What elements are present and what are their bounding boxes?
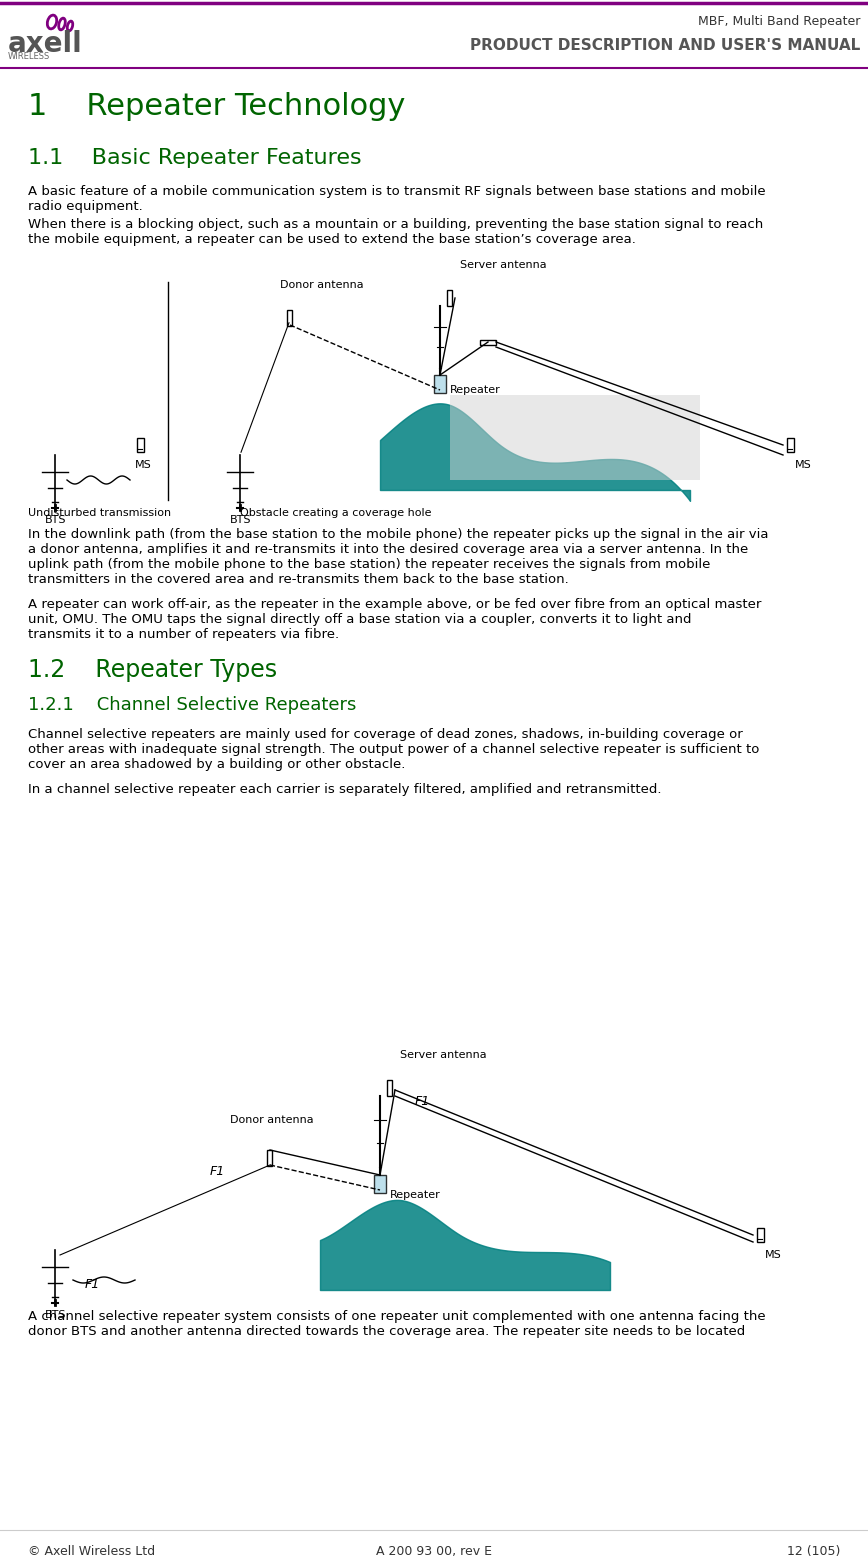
Polygon shape	[450, 395, 700, 479]
Text: When there is a blocking object, such as a mountain or a building, preventing th: When there is a blocking object, such as…	[28, 219, 763, 247]
Text: A basic feature of a mobile communication system is to transmit RF signals betwe: A basic feature of a mobile communicatio…	[28, 186, 766, 212]
Text: F1: F1	[210, 1165, 226, 1179]
Text: 1.2    Repeater Types: 1.2 Repeater Types	[28, 659, 277, 682]
Text: BTS: BTS	[230, 515, 252, 524]
Text: 1    Repeater Technology: 1 Repeater Technology	[28, 92, 405, 122]
Text: 1.2.1    Channel Selective Repeaters: 1.2.1 Channel Selective Repeaters	[28, 696, 357, 713]
Text: Undisturbed transmission: Undisturbed transmission	[28, 507, 171, 518]
Text: Repeater: Repeater	[390, 1189, 441, 1200]
Bar	[374, 1175, 386, 1193]
Text: MS: MS	[765, 1250, 782, 1260]
Bar	[387, 1080, 392, 1096]
Bar	[136, 439, 143, 453]
Bar	[267, 1150, 272, 1166]
Text: In the downlink path (from the base station to the mobile phone) the repeater pi: In the downlink path (from the base stat…	[28, 528, 768, 585]
Text: PRODUCT DESCRIPTION AND USER'S MANUAL: PRODUCT DESCRIPTION AND USER'S MANUAL	[470, 37, 860, 53]
Text: In a channel selective repeater each carrier is separately filtered, amplified a: In a channel selective repeater each car…	[28, 784, 661, 796]
Text: © Axell Wireless Ltd: © Axell Wireless Ltd	[28, 1545, 155, 1558]
Text: BTS: BTS	[45, 1310, 67, 1321]
Text: 12 (105): 12 (105)	[786, 1545, 840, 1558]
Text: Server antenna: Server antenna	[460, 261, 547, 270]
Text: Obstacle creating a coverage hole: Obstacle creating a coverage hole	[240, 507, 431, 518]
Text: F1: F1	[415, 1094, 431, 1108]
Text: WIRELESS: WIRELESS	[8, 52, 50, 61]
Text: Donor antenna: Donor antenna	[280, 279, 364, 290]
Text: F1: F1	[85, 1278, 100, 1291]
Text: 1.1    Basic Repeater Features: 1.1 Basic Repeater Features	[28, 148, 362, 169]
Text: Channel selective repeaters are mainly used for coverage of dead zones, shadows,: Channel selective repeaters are mainly u…	[28, 727, 759, 771]
Text: MS: MS	[135, 460, 152, 470]
Bar	[287, 311, 292, 326]
Text: BTS: BTS	[45, 515, 67, 524]
Bar	[447, 290, 452, 306]
Bar	[434, 375, 446, 393]
Text: Donor antenna: Donor antenna	[230, 1115, 313, 1125]
Text: A channel selective repeater system consists of one repeater unit complemented w: A channel selective repeater system cons…	[28, 1310, 766, 1338]
Text: A 200 93 00, rev E: A 200 93 00, rev E	[376, 1545, 492, 1558]
Text: MS: MS	[795, 460, 812, 470]
Text: Server antenna: Server antenna	[400, 1051, 487, 1060]
Text: axell: axell	[8, 30, 82, 58]
Text: Repeater: Repeater	[450, 386, 501, 395]
Bar	[480, 340, 496, 345]
Text: A repeater can work off-air, as the repeater in the example above, or be fed ove: A repeater can work off-air, as the repe…	[28, 598, 761, 642]
Bar	[786, 439, 793, 453]
Bar	[757, 1229, 764, 1243]
Text: MBF, Multi Band Repeater: MBF, Multi Band Repeater	[698, 16, 860, 28]
